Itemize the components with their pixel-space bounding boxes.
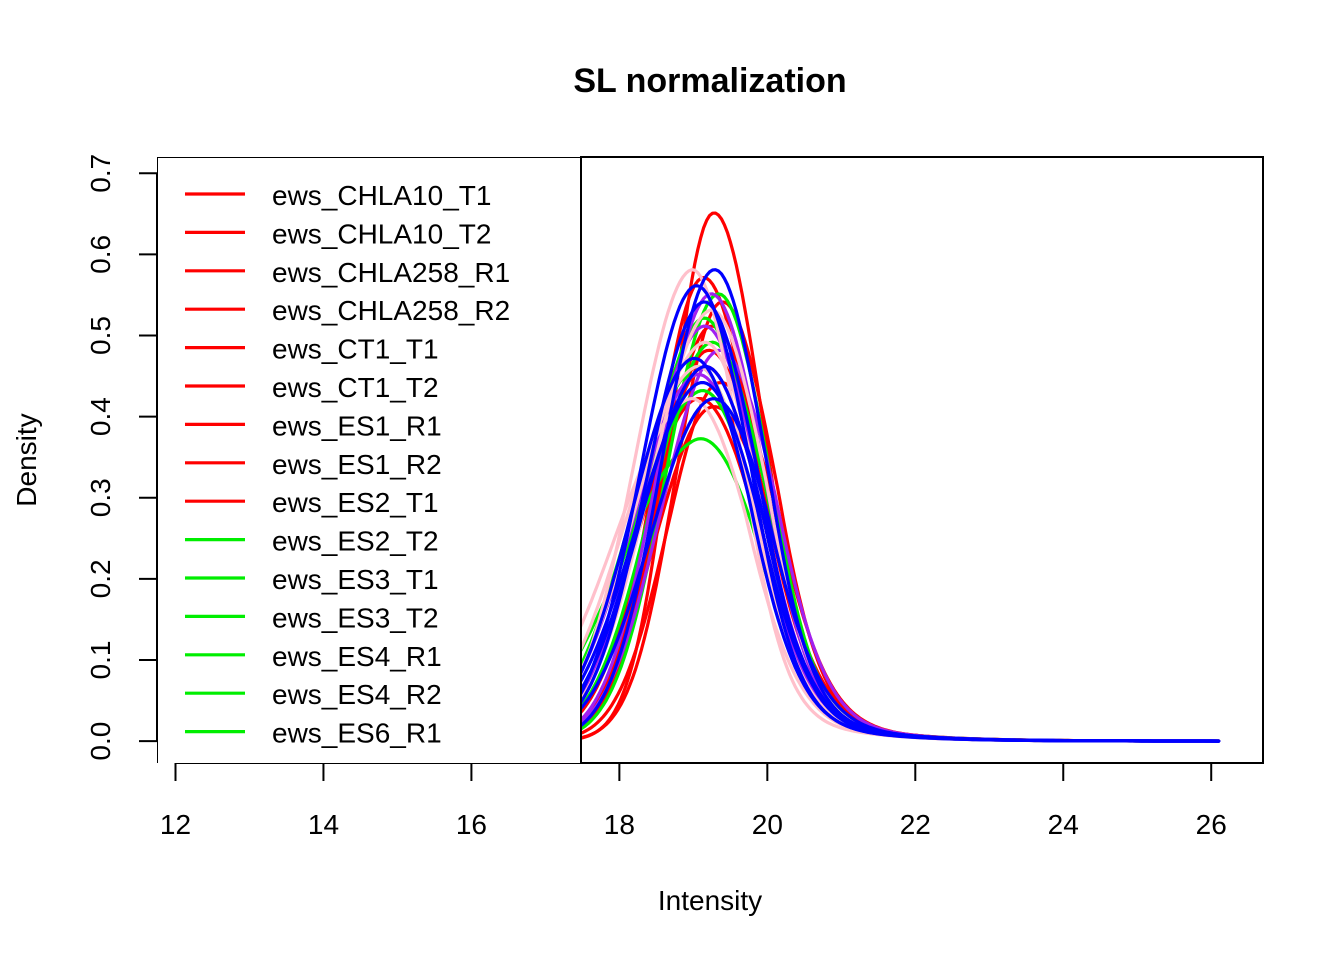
y-tick-label: 0.3 [85, 478, 116, 517]
legend-entry-label: ews_ES3_T1 [272, 564, 439, 595]
density-series-line [581, 300, 1221, 743]
x-tick-label: 26 [1196, 809, 1227, 840]
legend-entry-label: ews_CHLA10_T1 [272, 180, 491, 211]
legend-entry-label: ews_CHLA10_T2 [272, 218, 491, 249]
x-tick-label: 16 [456, 809, 487, 840]
y-tick-label: 0.5 [85, 316, 116, 355]
x-tick-label: 12 [160, 809, 191, 840]
y-tick-label: 0.6 [85, 235, 116, 274]
y-tick-label: 0.0 [85, 722, 116, 761]
x-axis: 12 14 16 18 20 22 24 26 [160, 762, 1227, 840]
density-series-line [581, 284, 1221, 743]
legend-background [157, 157, 581, 763]
y-tick-label: 0.1 [85, 641, 116, 680]
chart-title: SL normalization [573, 62, 846, 100]
x-axis-label: Intensity [658, 885, 762, 916]
legend-entry-label: ews_CHLA258_R1 [272, 257, 510, 288]
x-tick-label: 14 [308, 809, 339, 840]
x-tick-label: 22 [900, 809, 931, 840]
density-series-line [581, 292, 1221, 743]
legend-entry-label: ews_CT1_T1 [272, 334, 439, 365]
legend-entry-label: ews_ES2_T1 [272, 487, 439, 518]
y-tick-label: 0.2 [85, 559, 116, 598]
y-tick-label: 0.7 [85, 154, 116, 193]
y-axis-label: Density [11, 413, 42, 506]
y-tick-label: 0.4 [85, 397, 116, 436]
legend-entry-label: ews_ES2_T2 [272, 526, 439, 557]
legend-entry-label: ews_CHLA258_R2 [272, 295, 510, 326]
legend-entry-label: ews_ES1_R1 [272, 410, 442, 441]
density-series-line [581, 308, 1221, 743]
x-tick-label: 20 [752, 809, 783, 840]
y-axis: 0.0 0.1 0.2 0.3 0.4 0.5 0.6 0.7 [85, 154, 158, 761]
x-tick-label: 24 [1048, 809, 1079, 840]
legend-entry-label: ews_CT1_T2 [272, 372, 439, 403]
legend-entry-label: ews_ES4_R1 [272, 641, 442, 672]
legend-entry-label: ews_ES6_R1 [272, 718, 442, 749]
density-curves [581, 211, 1221, 743]
legend-entry-label: ews_ES4_R2 [272, 679, 442, 710]
legend-entry-label: ews_ES1_R2 [272, 449, 442, 480]
legend-entry-label: ews_ES3_T2 [272, 602, 439, 633]
density-series-line [581, 292, 1221, 743]
density-series-line [581, 381, 1221, 743]
legend: ews_CHLA10_T1 ews_CHLA10_T2 ews_CHLA258_R1… [157, 157, 581, 763]
density-series-line [581, 397, 1221, 743]
density-series-line [581, 300, 1221, 743]
x-tick-label: 18 [604, 809, 635, 840]
